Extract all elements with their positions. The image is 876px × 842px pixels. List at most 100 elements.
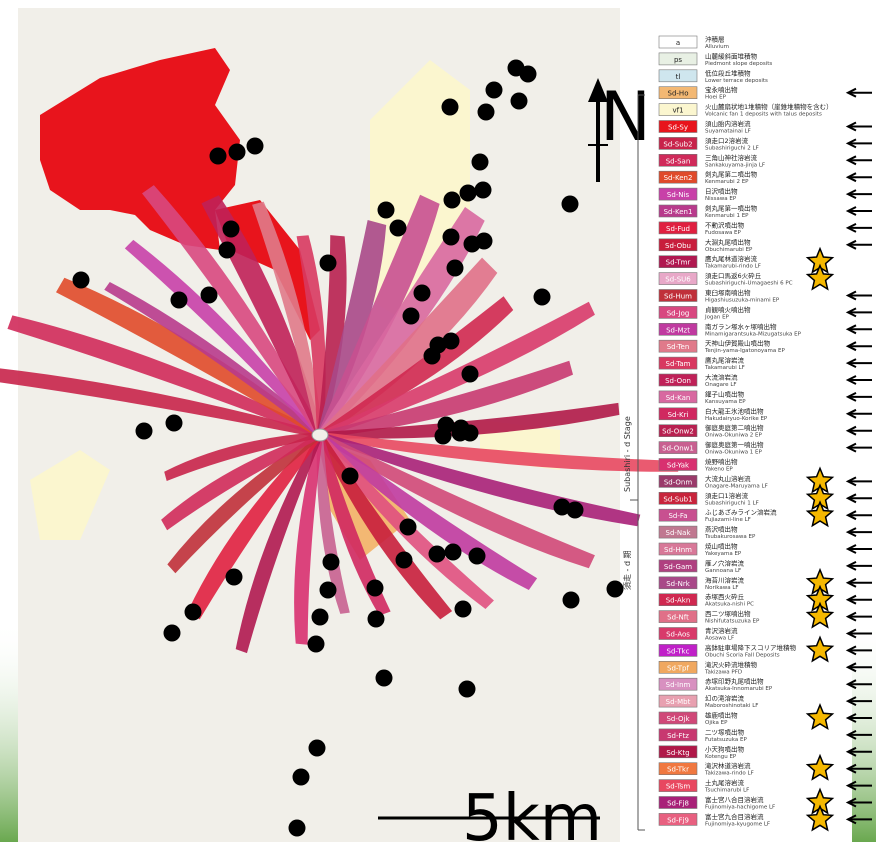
arrow-head — [845, 155, 857, 166]
fan-deposit — [30, 450, 110, 540]
legend-name-en: Yakeno EP — [704, 467, 733, 473]
legend-code: Sd-Hnm — [664, 546, 692, 554]
legend-name-en: Ojika EP — [705, 720, 728, 726]
summit-crater — [311, 428, 329, 442]
legend-code: Sd-Mzt — [666, 326, 690, 334]
arrow-head — [845, 577, 857, 588]
sample-point — [442, 228, 460, 246]
legend-code: Sd-Nft — [667, 614, 689, 622]
legend-name-en: Obuchimarubi EP — [705, 247, 753, 253]
legend-swatch — [658, 407, 698, 421]
legend-swatch — [658, 491, 698, 505]
arrow-head — [845, 696, 857, 706]
legend-name-jp: 三角山神社溶岩流 — [705, 153, 758, 162]
sample-point — [451, 424, 469, 442]
sample-point — [319, 254, 337, 272]
legend-swatch — [658, 137, 698, 150]
legend-name-en: Suyamatainai LF — [705, 129, 751, 135]
legend-swatch — [658, 694, 698, 708]
legend-code: Sd-Fa — [668, 512, 687, 520]
sample-point — [444, 543, 462, 561]
legend-code: Sd-San — [666, 157, 691, 165]
legend-code: Sd-Fj9 — [667, 816, 689, 824]
legend-code: Sd-Ken2 — [664, 174, 693, 182]
sample-point — [288, 819, 306, 837]
arrow-head — [845, 189, 857, 199]
legend-name-jp: 燕沢噴出物 — [705, 525, 738, 534]
arrow-head — [845, 493, 857, 504]
legend-code: Sd-Nak — [666, 529, 692, 537]
legend-name-en: Oniwa-Okuniwa 2 EP — [705, 433, 763, 439]
legend-swatch — [658, 356, 698, 370]
legend-swatch — [658, 289, 698, 302]
legend-swatch — [658, 542, 698, 556]
legend-code: Sd-Akn — [666, 597, 691, 605]
legend-code: Sd-Ken1 — [664, 208, 693, 216]
legend-name-jp: 不動沢噴出物 — [705, 220, 745, 229]
sample-point — [463, 235, 481, 253]
legend-swatch — [658, 52, 698, 66]
lava-flow — [317, 194, 440, 437]
sample-point — [308, 739, 326, 757]
lava-flow — [318, 296, 514, 438]
sample-point — [471, 153, 489, 171]
legend-name-en: Kenmarubi 1 EP — [705, 213, 749, 219]
edge-shade — [0, 620, 18, 842]
legend-swatch — [658, 728, 698, 742]
legend-name-en: Tsuchimarubi LF — [704, 788, 749, 794]
legend-name-jp: 赤塚印野丸尾噴出物 — [705, 677, 764, 686]
legend-swatch — [658, 559, 698, 573]
legend-code: Sd-Inm — [666, 681, 691, 689]
legend-name-jp: 幻の滝溶岩流 — [705, 694, 745, 703]
sample-point — [606, 580, 624, 598]
legend-name-jp: 宝永噴出物 — [705, 85, 738, 94]
sample-point — [292, 768, 310, 786]
legend-name-jp: ふじあざみライン溶岩流 — [705, 508, 777, 517]
lava-flow — [317, 206, 485, 437]
arrow-head — [845, 611, 857, 622]
legend-code: Sd-SU6 — [665, 276, 691, 284]
arrow-head — [845, 138, 857, 149]
sample-point — [377, 201, 395, 219]
arrow-head — [845, 425, 857, 436]
legend-name-en: Yakeyama EP — [704, 551, 742, 557]
lava-flow — [0, 368, 321, 438]
legend-code: vf1 — [672, 107, 683, 115]
legend-code: Sd-Onm — [664, 478, 693, 486]
sample-point — [454, 600, 472, 618]
arrow-head — [845, 645, 857, 656]
legend-name-jp: 低位段丘堆積物 — [705, 68, 751, 77]
lava-flow — [164, 432, 321, 482]
lava-flow — [55, 277, 322, 438]
stage-label-jp: 須走 - d 期 — [623, 550, 632, 590]
sample-point — [561, 195, 579, 213]
legend-name-en: Subashiriguchi-Umagaeshi 6 PC — [705, 281, 793, 287]
legend-name-en: Jogan EP — [704, 314, 730, 320]
legend-name-en: Sankakuyama-jinja LF — [705, 162, 765, 168]
star-mark — [805, 263, 835, 291]
arrow-head — [845, 628, 857, 639]
star-mark — [805, 500, 835, 528]
legend-name-en: Kenmarubi 2 EP — [705, 179, 749, 185]
lava-flow — [187, 433, 323, 620]
legend-name-jp: 焼野噴出物 — [705, 457, 738, 466]
legend-name-jp: 海苔川溶岩流 — [705, 575, 745, 584]
legend-code: ps — [674, 56, 682, 64]
lava-flow — [142, 185, 323, 437]
legend-code: Sd-Ho — [668, 90, 689, 98]
lava-flow — [319, 360, 574, 438]
legend-swatch — [658, 238, 698, 252]
legend-swatch — [658, 69, 698, 83]
sample-point — [228, 143, 246, 161]
legend-code: Sd-Ten — [667, 343, 690, 351]
legend-name-en: Maboroshinotaki LF — [705, 703, 758, 709]
legend-name-en: Akatsuka-nishi PC — [705, 602, 754, 608]
legend-code: Sd-Ojk — [666, 715, 690, 723]
legend-name-jp: 富士宮九合目溶岩流 — [705, 812, 764, 821]
sample-point — [225, 568, 243, 586]
annotation-marks — [805, 87, 872, 832]
legend-name-en: Fujinomiya-kyugome LF — [705, 821, 770, 827]
legend-name-jp: 須走口馬返6火砕丘 — [705, 271, 762, 280]
